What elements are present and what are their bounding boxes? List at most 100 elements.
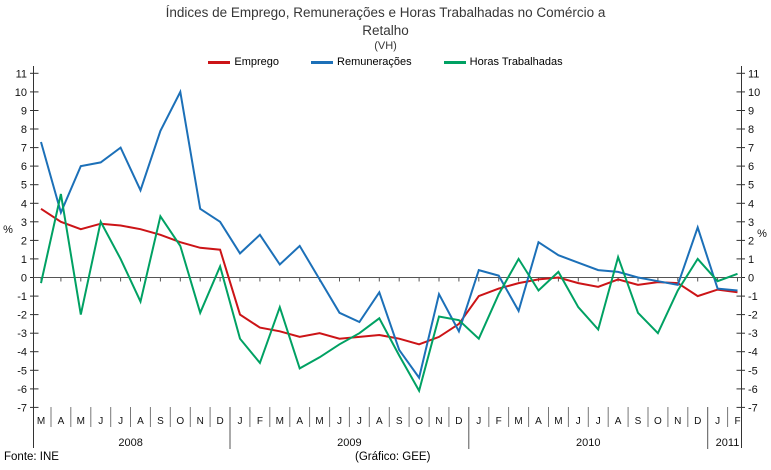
svg-text:11: 11 xyxy=(748,68,759,80)
svg-text:-7: -7 xyxy=(17,402,27,414)
chart-subtitle: (VH) xyxy=(374,40,397,52)
svg-text:-5: -5 xyxy=(748,365,758,377)
svg-text:1: 1 xyxy=(748,254,754,266)
chart-title: Índices de Emprego, Remunerações e Horas… xyxy=(0,4,771,40)
svg-text:2011: 2011 xyxy=(716,437,740,449)
x-axis-zero-line xyxy=(33,277,742,282)
legend-item-remuneracoes: Remunerações xyxy=(311,56,412,68)
svg-text:S: S xyxy=(635,416,642,427)
svg-text:-3: -3 xyxy=(748,328,758,340)
svg-text:2009: 2009 xyxy=(337,437,361,449)
y-axis-right: -7 -6 -5 -4 -3 -2 -1 0 1 2 3 4 5 6 7 8 9 10 11% xyxy=(736,66,767,448)
svg-text:A: A xyxy=(615,416,622,427)
svg-text:J: J xyxy=(476,416,481,427)
chart-title-line2: Retalho xyxy=(362,23,409,38)
svg-text:9: 9 xyxy=(748,106,754,118)
svg-text:M: M xyxy=(514,416,522,427)
svg-text:-3: -3 xyxy=(17,328,27,340)
y-axis-left: -7 -6 -5 -4 -3 -2 -1 0 1 2 3 4 5 6 7 8 9 10 11% xyxy=(3,66,39,448)
svg-text:O: O xyxy=(415,416,423,427)
series-line-horas-trabalhadas xyxy=(40,193,738,394)
legend-label-emprego: Emprego xyxy=(234,56,280,68)
legend-label-horas: Horas Trabalhadas xyxy=(469,56,563,68)
svg-text:J: J xyxy=(98,416,103,427)
svg-text:5: 5 xyxy=(21,180,27,192)
svg-text:N: N xyxy=(674,416,681,427)
svg-text:-6: -6 xyxy=(748,384,758,396)
svg-text:D: D xyxy=(455,416,462,427)
svg-text:4: 4 xyxy=(21,198,27,210)
svg-text:1: 1 xyxy=(21,254,27,266)
svg-text:A: A xyxy=(137,416,144,427)
legend-swatch-emprego xyxy=(208,60,231,64)
svg-text:M: M xyxy=(554,416,562,427)
svg-text:3: 3 xyxy=(21,217,27,229)
svg-text:2010: 2010 xyxy=(576,437,600,449)
graphic-credit: (Gráfico: GEE) xyxy=(355,451,431,463)
source-note: Fonte: INE xyxy=(4,451,59,463)
svg-text:5: 5 xyxy=(748,180,754,192)
svg-text:D: D xyxy=(694,416,701,427)
svg-text:J: J xyxy=(337,416,342,427)
svg-text:%: % xyxy=(757,228,767,240)
svg-text:10: 10 xyxy=(748,87,760,99)
svg-text:-2: -2 xyxy=(748,310,758,322)
svg-text:D: D xyxy=(216,416,223,427)
svg-text:%: % xyxy=(3,224,13,236)
x-axis-labels: M A M J J A S O N D J F M A M J J A S O N D J F M A M J J A S O N D J F 2008… xyxy=(37,407,741,449)
svg-text:-4: -4 xyxy=(748,347,758,359)
legend-item-emprego: Emprego xyxy=(208,56,279,68)
svg-text:-7: -7 xyxy=(748,402,758,414)
svg-text:4: 4 xyxy=(748,198,754,210)
svg-text:8: 8 xyxy=(21,124,27,136)
svg-text:-4: -4 xyxy=(17,347,27,359)
svg-text:F: F xyxy=(257,416,263,427)
svg-text:-5: -5 xyxy=(17,365,27,377)
legend-label-remuneracoes: Remunerações xyxy=(337,56,412,68)
svg-text:-2: -2 xyxy=(17,310,27,322)
svg-text:9: 9 xyxy=(21,106,27,118)
svg-text:2: 2 xyxy=(21,235,27,247)
svg-text:S: S xyxy=(157,416,164,427)
svg-text:F: F xyxy=(734,416,740,427)
svg-text:-6: -6 xyxy=(17,384,27,396)
svg-text:J: J xyxy=(596,416,601,427)
svg-text:A: A xyxy=(58,416,65,427)
legend-item-horas: Horas Trabalhadas xyxy=(443,56,563,68)
svg-text:J: J xyxy=(118,416,123,427)
svg-text:A: A xyxy=(296,416,303,427)
legend-swatch-horas xyxy=(443,60,466,64)
chart-title-line1: Índices de Emprego, Remunerações e Horas… xyxy=(165,5,606,20)
svg-text:J: J xyxy=(715,416,720,427)
svg-text:N: N xyxy=(435,416,442,427)
svg-text:0: 0 xyxy=(748,273,754,285)
svg-text:-1: -1 xyxy=(748,291,758,303)
svg-text:3: 3 xyxy=(748,217,754,229)
svg-text:O: O xyxy=(654,416,662,427)
svg-text:N: N xyxy=(197,416,204,427)
svg-text:M: M xyxy=(315,416,323,427)
svg-text:M: M xyxy=(37,416,45,427)
svg-text:6: 6 xyxy=(21,161,27,173)
svg-text:7: 7 xyxy=(21,143,27,155)
svg-text:-1: -1 xyxy=(17,291,27,303)
svg-text:J: J xyxy=(357,416,362,427)
svg-text:J: J xyxy=(576,416,581,427)
svg-text:A: A xyxy=(535,416,542,427)
legend-swatch-remuneracoes xyxy=(311,60,334,64)
svg-text:0: 0 xyxy=(21,273,27,285)
svg-text:M: M xyxy=(276,416,284,427)
svg-text:7: 7 xyxy=(748,143,754,155)
svg-text:2008: 2008 xyxy=(118,437,142,449)
chart-legend: Emprego Remunerações Horas Trabalhadas xyxy=(0,56,771,68)
svg-text:A: A xyxy=(376,416,383,427)
svg-text:F: F xyxy=(496,416,502,427)
svg-text:J: J xyxy=(238,416,243,427)
svg-text:S: S xyxy=(396,416,403,427)
svg-text:8: 8 xyxy=(748,124,754,136)
svg-text:10: 10 xyxy=(15,87,27,99)
svg-text:2: 2 xyxy=(748,235,754,247)
svg-text:M: M xyxy=(77,416,85,427)
